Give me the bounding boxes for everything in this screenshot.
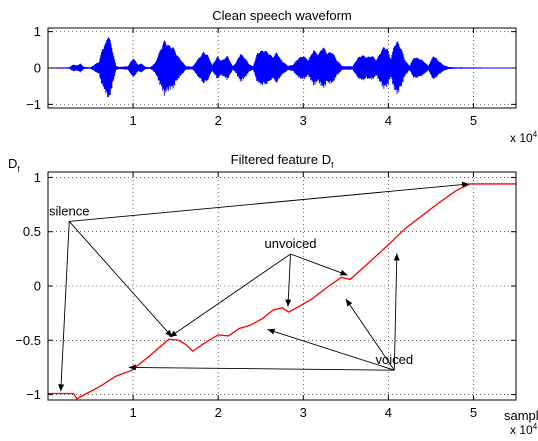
x-multiplier-label: x 104 bbox=[510, 130, 538, 145]
x-tick-label: 2 bbox=[215, 405, 222, 420]
chart-title: Filtered feature Df bbox=[231, 152, 334, 170]
annotation-arrow bbox=[68, 221, 173, 338]
x-multiplier-label: x 104 bbox=[510, 422, 538, 437]
arrowhead bbox=[58, 384, 65, 392]
x-tick-label: 5 bbox=[470, 405, 477, 420]
annotation-arrow bbox=[345, 298, 395, 371]
x-tick-label: 4 bbox=[385, 405, 392, 420]
x-tick-label: 3 bbox=[300, 113, 307, 128]
y-tick-label: 1 bbox=[34, 170, 41, 185]
feature-series bbox=[48, 183, 516, 400]
y-axis-label: Df bbox=[8, 156, 20, 174]
y-tick-label: 0 bbox=[34, 279, 41, 294]
annotation-arrow bbox=[267, 329, 395, 371]
plot-area bbox=[48, 172, 516, 400]
y-tick-label: 0.5 bbox=[23, 224, 41, 239]
arrowhead bbox=[345, 299, 353, 307]
arrowhead bbox=[165, 329, 173, 338]
y-tick-label: −1 bbox=[26, 387, 41, 402]
annotation-arrow bbox=[69, 183, 470, 222]
annotation-arrow bbox=[393, 253, 398, 371]
annotation-unvoiced: unvoiced bbox=[264, 236, 316, 251]
annotation-arrow bbox=[290, 253, 348, 276]
x-tick-label: 2 bbox=[215, 113, 222, 128]
x-multiplier-label-base: x 10 bbox=[510, 131, 533, 145]
x-tick-label: 4 bbox=[385, 113, 392, 128]
arrowhead bbox=[339, 269, 348, 276]
x-axis-label: sample bbox=[504, 408, 538, 423]
x-multiplier-label-base: x 10 bbox=[510, 423, 533, 437]
x-multiplier-label-exponent: 4 bbox=[533, 130, 538, 139]
arrowhead bbox=[169, 330, 178, 338]
x-multiplier-label-exponent: 4 bbox=[533, 422, 538, 431]
y-tick-label: −0.5 bbox=[15, 333, 41, 348]
chart-title-subscript: f bbox=[331, 161, 334, 170]
chart-title-base: Filtered feature D bbox=[231, 152, 331, 167]
arrowhead bbox=[393, 253, 400, 261]
annotation-arrow bbox=[60, 221, 70, 392]
y-tick-label: −1 bbox=[26, 97, 41, 112]
x-tick-label: 3 bbox=[300, 405, 307, 420]
annotation-arrow bbox=[128, 366, 395, 371]
arrowhead bbox=[267, 328, 276, 335]
y-axis-label-subscript: f bbox=[17, 165, 20, 174]
x-tick-label: 1 bbox=[129, 405, 136, 420]
annotation-silence: silence bbox=[49, 203, 89, 218]
chart-title: Clean speech waveform bbox=[212, 8, 351, 23]
y-axis-label-base: D bbox=[8, 156, 17, 171]
arrowhead bbox=[461, 181, 470, 188]
arrowhead bbox=[128, 364, 136, 371]
annotation-arrow bbox=[169, 253, 291, 338]
x-tick-label: 5 bbox=[470, 113, 477, 128]
arrowhead bbox=[285, 299, 292, 307]
annotation-arrow bbox=[287, 253, 291, 307]
y-tick-label: 0 bbox=[34, 61, 41, 76]
y-tick-label: 1 bbox=[34, 24, 41, 39]
x-tick-label: 1 bbox=[129, 113, 136, 128]
